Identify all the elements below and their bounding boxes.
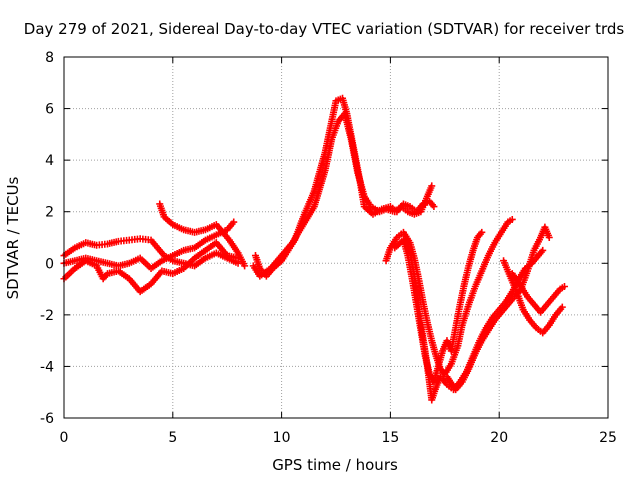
y-tick-label: 2 [45, 205, 54, 221]
y-tick-label: 4 [45, 153, 54, 169]
data-point [428, 182, 436, 190]
x-tick-label: 15 [381, 430, 399, 446]
series-track-k [500, 257, 566, 337]
x-tick-label: 20 [490, 430, 508, 446]
series-track-f [249, 110, 436, 280]
data-point [430, 203, 438, 211]
x-tick-label: 10 [273, 430, 291, 446]
series-track-c [60, 218, 238, 272]
data-point [558, 303, 566, 311]
y-axis-label: SDTVAR / TECUs [4, 176, 22, 299]
y-tick-label: 8 [45, 50, 54, 66]
y-tick-label: 0 [45, 256, 54, 272]
data-point [230, 218, 238, 226]
series-track-l [508, 270, 568, 316]
data-marks [60, 94, 568, 404]
axis-ticks: 0 5 10 15 20 25 -6 -4 -2 0 2 4 6 8 [40, 50, 617, 446]
data-point [545, 234, 553, 241]
x-tick-label: 0 [60, 430, 69, 446]
series-track-g [382, 215, 516, 378]
x-axis-label: GPS time / hours [272, 456, 398, 474]
y-tick-label: 6 [45, 102, 54, 118]
data-point [478, 228, 486, 236]
y-tick-label: -2 [40, 308, 54, 324]
x-tick-label: 25 [599, 430, 617, 446]
series-track-d [156, 200, 249, 270]
series-track-j [443, 223, 553, 394]
y-tick-label: -6 [40, 411, 54, 427]
data-point [539, 246, 547, 254]
chart-title: Day 279 of 2021, Sidereal Day-to-day VTE… [24, 20, 625, 38]
data-point [508, 215, 516, 223]
x-tick-label: 5 [168, 430, 177, 446]
series-track-b [60, 239, 242, 296]
data-point [560, 282, 568, 290]
plot-frame [63, 56, 609, 419]
y-tick-label: -4 [40, 359, 54, 375]
data-point [241, 262, 249, 270]
